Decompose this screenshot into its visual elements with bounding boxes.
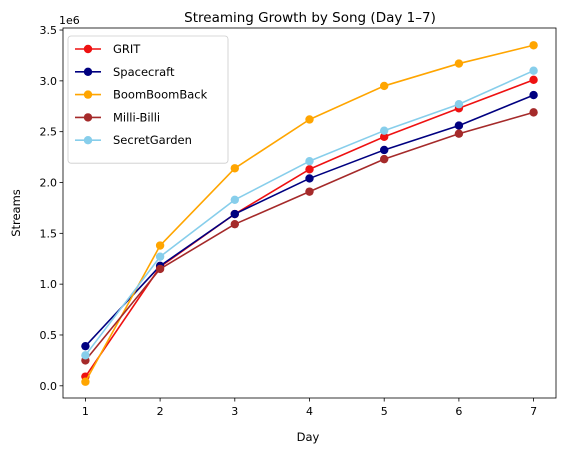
legend-marker-grit <box>83 44 93 54</box>
data-point-secretgarden <box>155 252 165 261</box>
data-point-spacecraft <box>379 145 389 155</box>
data-point-secretgarden <box>379 126 389 135</box>
y-tick-label: 1.0 <box>40 278 58 291</box>
y-tick-label: 3.0 <box>40 75 58 88</box>
data-point-boomboomback <box>305 115 314 124</box>
legend-label-grit: GRIT <box>113 42 141 56</box>
plot-area: 1 2 3 4 5 6 7 0.0 0.5 1.0 1.5 2.0 2.5 3.0 3.5 <box>40 24 557 418</box>
legend-marker-boomboomback <box>83 90 93 99</box>
data-point-grit <box>379 132 389 141</box>
data-point-secretgarden <box>230 195 240 204</box>
data-point-boomboomback <box>529 41 538 50</box>
legend-marker-spacecraft <box>83 67 93 77</box>
data-point-grit <box>529 75 538 85</box>
y-tick-label: 3.5 <box>40 24 58 37</box>
data-point-secretgarden <box>529 66 538 75</box>
data-point-boomboomback <box>81 377 90 386</box>
data-point-boomboomback <box>454 59 464 68</box>
data-point-milli-billi <box>155 264 165 274</box>
legend-marker-secretgarden <box>83 136 93 145</box>
x-tick-label: 1 <box>82 405 89 418</box>
x-tick-label: 5 <box>381 405 388 418</box>
legend-label-milli-billi: Milli-Billi <box>113 110 160 124</box>
y-tick-label: 0.0 <box>40 380 58 393</box>
data-point-spacecraft <box>454 121 464 130</box>
legend-marker-milli-billi <box>83 113 93 122</box>
y-tick-label: 2.0 <box>40 177 58 190</box>
data-point-spacecraft <box>81 341 90 351</box>
x-tick-label: 6 <box>455 405 462 418</box>
legend: GRIT Spacecraft BoomBoomBack Milli-Billi Sec… <box>67 35 229 164</box>
legend-label-spacecraft: Spacecraft <box>113 65 175 79</box>
data-point-milli-billi <box>305 187 314 196</box>
x-tick-label: 2 <box>157 405 164 418</box>
data-point-boomboomback <box>155 241 165 250</box>
data-point-spacecraft <box>305 174 314 183</box>
y-offset-label: 1e6 <box>59 14 80 27</box>
y-tick-label: 0.5 <box>40 329 58 342</box>
y-tick-label: 1.5 <box>40 227 58 240</box>
data-point-spacecraft <box>230 209 240 219</box>
data-point-milli-billi <box>230 219 240 229</box>
y-axis-label: Streams <box>9 189 23 237</box>
data-point-spacecraft <box>529 90 538 100</box>
chart-title: Streaming Growth by Song (Day 1–7) <box>184 10 436 26</box>
data-point-secretgarden <box>454 100 464 109</box>
legend-label-secretgarden: SecretGarden <box>113 133 192 147</box>
data-point-milli-billi <box>379 154 389 164</box>
legend-label-boomboomback: BoomBoomBack <box>113 88 208 102</box>
x-axis-label: Day <box>297 430 320 444</box>
data-point-boomboomback <box>230 164 240 173</box>
data-point-boomboomback <box>379 81 389 91</box>
data-point-secretgarden <box>81 351 90 360</box>
y-tick-label: 2.5 <box>40 126 58 139</box>
x-tick-label: 4 <box>306 405 313 418</box>
x-tick-label: 7 <box>530 405 537 418</box>
data-point-grit <box>305 165 314 174</box>
data-point-milli-billi <box>529 108 538 117</box>
data-point-milli-billi <box>454 129 464 138</box>
x-tick-label: 3 <box>231 405 238 418</box>
legend-box <box>67 35 229 164</box>
data-point-secretgarden <box>305 156 314 166</box>
